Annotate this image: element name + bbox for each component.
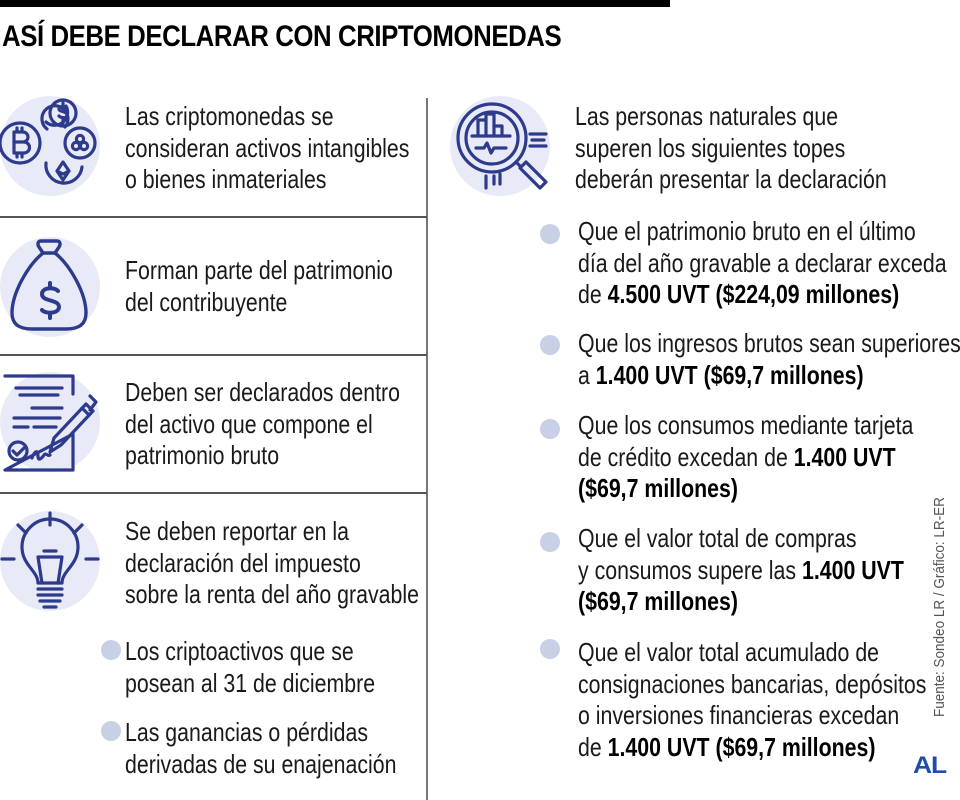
threshold-value: 1.400 UVT <box>801 554 904 585</box>
threshold-value: 1.400 UVT ($69,7 millones) <box>595 359 864 390</box>
condition-text: Que el patrimonio bruto en el último día… <box>578 216 947 309</box>
section-text: Forman parte del patrimonio del contribu… <box>125 255 393 317</box>
bullet-dot <box>101 640 121 660</box>
condition-text: Que los ingresos brutos sean superiores … <box>578 328 960 390</box>
page-title: ASÍ DEBE DECLARAR CON CRIPTOMONEDAS <box>2 20 562 53</box>
bullet-text: Los criptoactivos que se posean al 31 de… <box>125 636 376 698</box>
section-text: Se deben reportar en la declaración del … <box>125 516 419 609</box>
intro-text: Las personas naturales que superen los s… <box>575 101 887 194</box>
magnifier-chart-icon <box>450 96 550 196</box>
condition-text: Que el valor total acumulado de consigna… <box>578 637 927 762</box>
bullet-dot <box>540 419 560 439</box>
signed-document-icon <box>0 372 100 472</box>
crypto-coins-icon <box>0 96 100 196</box>
threshold-value: 1.400 UVT <box>793 441 896 472</box>
section-divider <box>0 492 427 494</box>
publisher-logo: AL <box>913 752 947 779</box>
condition-text: Que el valor total de compras y consumos… <box>578 523 904 616</box>
threshold-value: 4.500 UVT ($224,09 millones) <box>607 279 900 309</box>
section-text: Deben ser declarados dentro del activo q… <box>125 377 400 470</box>
column-divider <box>426 98 428 800</box>
section-divider <box>0 216 427 218</box>
bullet-dot <box>101 721 121 741</box>
bullet-dot <box>540 335 560 355</box>
money-bag-icon <box>0 237 100 337</box>
threshold-value: ($69,7 millones) <box>578 473 738 503</box>
top-rule <box>0 0 670 7</box>
section-text: Las criptomonedas se consideran activos … <box>125 101 410 194</box>
threshold-value: 1.400 UVT ($69,7 millones) <box>607 731 876 762</box>
bullet-dot <box>540 224 560 244</box>
threshold-value: ($69,7 millones) <box>578 586 738 616</box>
source-credit: Fuente: Sondeo LR / Gráfico: LR-ER <box>931 497 948 717</box>
section-divider <box>0 354 427 356</box>
lightbulb-icon <box>0 511 100 611</box>
bullet-text: Las ganancias o pérdidas derivadas de su… <box>125 717 397 779</box>
bullet-dot <box>540 532 560 552</box>
condition-text: Que los consumos mediante tarjeta de cré… <box>578 410 914 503</box>
bullet-dot <box>540 639 560 659</box>
